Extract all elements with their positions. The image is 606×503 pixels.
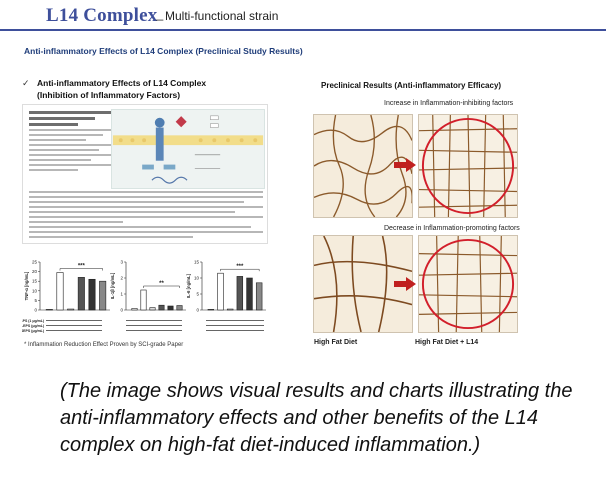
bar (88, 278, 96, 311)
significance-label: ** (159, 281, 164, 287)
paper-pathway-figure (111, 109, 265, 189)
arrow-icon-top (394, 158, 416, 172)
bar (158, 304, 165, 311)
check-icon: ✓ (22, 78, 30, 88)
row-label-leps: LEPS (μg/mL) (22, 324, 44, 328)
right-section-heading: Preclinical Results (Anti-inflammatory E… (321, 81, 502, 90)
paper-thumbnail (22, 104, 268, 244)
caption-increase: Increase in Inflammation-inhibiting fact… (384, 100, 514, 107)
y-tick-label: 3 (120, 260, 123, 265)
label-high-fat-diet: High Fat Diet (314, 339, 358, 346)
bar (167, 305, 174, 311)
y-tick-label: 0 (34, 308, 37, 313)
y-tick-label: 15 (32, 279, 38, 284)
y-tick-label: 0 (196, 308, 199, 313)
row-label-lps: LPS (1 μg/mL) (22, 319, 44, 323)
left-heading-line1: Anti-inflammatory Effects of L14 Complex (37, 78, 207, 88)
tissue-image-l14-bottom (418, 235, 518, 333)
left-heading-line2: (Inhibition of Inflammatory Factors) (37, 90, 181, 100)
bar (45, 309, 53, 311)
y-tick-label: 1 (120, 292, 123, 297)
il6-chart: 0 5 10 15 IL-6 [ng/mL] *** (186, 260, 266, 313)
bar (140, 289, 147, 311)
cytokine-charts: 0 5 10 15 20 25 TNF-α [ng/mL] *** 0 1 2 3 IL-1β [ng… (22, 256, 268, 336)
significance-label: *** (78, 264, 86, 270)
y-tick-label: 5 (196, 292, 199, 297)
bar (56, 272, 64, 311)
header-subtitle: Multi-functional strain (165, 9, 279, 23)
bar (67, 308, 75, 311)
label-high-fat-diet-l14: High Fat Diet + L14 (415, 339, 479, 346)
header-divider (0, 29, 606, 31)
y-tick-label: 25 (32, 260, 38, 265)
bar (99, 280, 107, 311)
caption-decrease: Decrease in Inflammation-promoting facto… (384, 225, 520, 232)
highlight-ellipse-bottom (421, 238, 515, 330)
brand-logo: L14 Complex (46, 5, 158, 26)
arrow-icon-bottom (394, 277, 416, 291)
bar (77, 277, 85, 311)
significance-bracket (143, 285, 180, 288)
y-axis-label: IL-1β [ng/mL] (110, 272, 115, 299)
left-section-heading: Anti-inflammatory Effects of L14 Complex… (37, 77, 206, 101)
bar (255, 282, 263, 311)
tnf-alpha-chart: 0 5 10 15 20 25 TNF-α [ng/mL] *** (24, 260, 110, 313)
y-tick-label: 0 (120, 308, 123, 313)
y-tick-label: 20 (32, 269, 38, 274)
image-description: (The image shows visual results and char… (60, 380, 573, 456)
slide-title: Anti-inflammatory Effects of L14 Complex… (24, 46, 303, 56)
bar (236, 276, 244, 311)
significance-bracket (59, 268, 103, 271)
tissue-image-hfd-bottom (313, 235, 413, 333)
bar (217, 272, 224, 311)
y-tick-label: 15 (194, 260, 200, 265)
y-tick-label: 10 (32, 288, 38, 293)
treatment-table: LPS (1 μg/mL) LEPS (μg/mL) SEPS (μg/mL) (22, 319, 264, 333)
highlight-ellipse-top (421, 117, 515, 215)
bar (131, 308, 138, 311)
y-tick-label: 5 (34, 298, 37, 303)
il1b-chart: 0 1 2 3 IL-1β [ng/mL] ** (110, 260, 186, 313)
title-separator: _ (156, 6, 164, 21)
bar (176, 305, 183, 311)
footnote: * Inflammation Reduction Effect Proven b… (24, 342, 184, 348)
y-axis-label: IL-6 [ng/mL] (186, 273, 191, 298)
bar (207, 309, 215, 311)
bar (149, 307, 156, 311)
significance-label: *** (236, 264, 244, 270)
significance-bracket (220, 268, 260, 272)
paper-body-text (29, 191, 263, 241)
y-tick-label: 10 (194, 276, 200, 281)
tissue-image-l14-top (418, 114, 518, 218)
bar (246, 277, 253, 311)
row-label-seps: SEPS (μg/mL) (22, 329, 44, 333)
y-tick-label: 2 (120, 276, 123, 281)
header: L14 Complex _ Multi-functional strain (0, 0, 606, 30)
paper-abstract-text (29, 111, 111, 174)
bar (226, 308, 234, 311)
y-axis-label: TNF-α [ng/mL] (24, 271, 29, 300)
